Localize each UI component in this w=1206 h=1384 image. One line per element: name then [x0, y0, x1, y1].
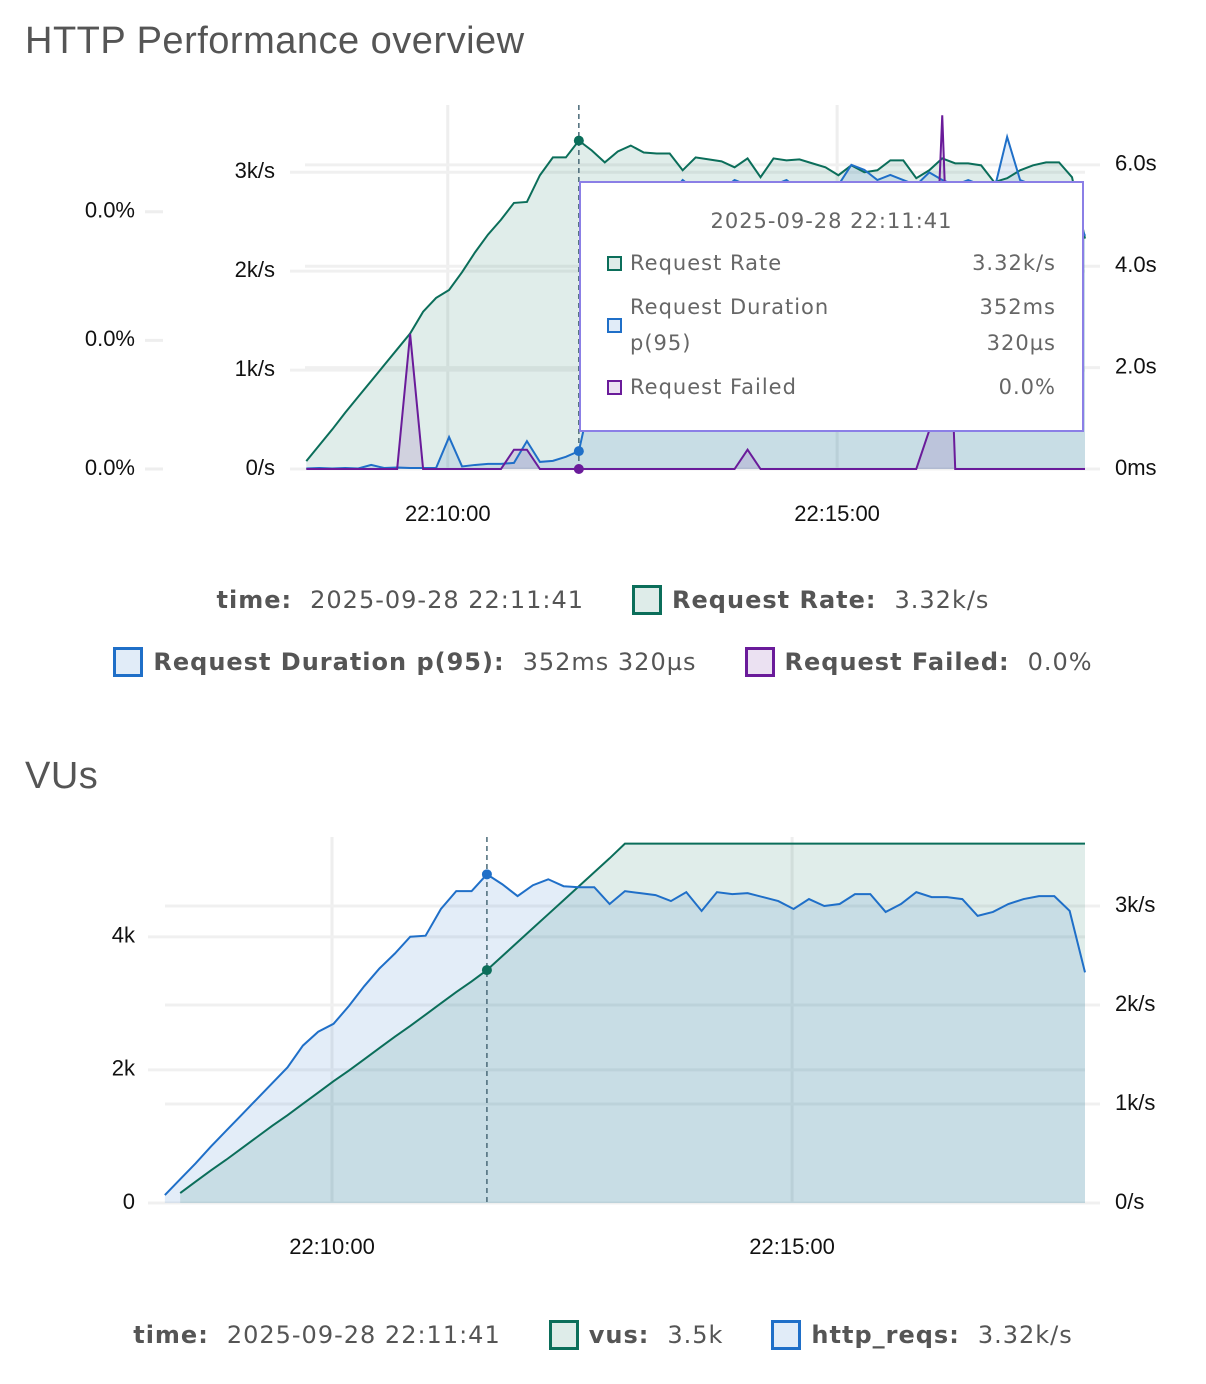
legend-item: Request Duration p(95) 352ms 320µs [113, 642, 696, 682]
series-line [179, 842, 1085, 1194]
tooltip-value: 0.0% [998, 375, 1056, 399]
legend: time 2025-09-28 22:11:41 vus 3.5k http_reqs 3… [73, 1315, 1133, 1355]
legend-item: Request Rate 3.32k/s [632, 580, 989, 620]
y-tick-label: 2k [112, 1056, 136, 1081]
legend-label: Request Rate [672, 580, 876, 620]
x-tick-label: 22:10:00 [289, 1234, 375, 1259]
legend-time: time 2025-09-28 22:11:41 [217, 580, 585, 620]
tooltip-row: Request Duration p(95) 352ms 320µs [581, 289, 1082, 361]
tooltip-swatch [607, 379, 622, 395]
series-line [306, 115, 1085, 470]
y-tick-label: 1k/s [1115, 1090, 1155, 1115]
series-line [164, 873, 1086, 1196]
tooltip-swatch [607, 317, 622, 333]
series-area [164, 874, 1085, 1203]
cursor-point [573, 446, 584, 457]
legend-value: 0.0% [1027, 648, 1093, 676]
y-tick-label: 0/s [1115, 1189, 1144, 1214]
cursor-point [573, 464, 584, 474]
cursor-point [481, 869, 492, 880]
chart-title: HTTP Performance overview [25, 20, 525, 62]
tooltip-swatch [607, 255, 622, 271]
x-tick-label: 22:10:00 [405, 501, 491, 526]
x-tick-label: 22:15:00 [794, 501, 880, 526]
y-tick-label: 0.0% [85, 326, 135, 351]
y-tick-label: 0 [123, 1189, 135, 1214]
legend-value: 2025-09-28 22:11:41 [310, 586, 585, 614]
legend-item: http_reqs 3.32k/s [771, 1315, 1072, 1355]
legend-label: http_reqs [811, 1315, 959, 1355]
cursor-point [573, 135, 584, 146]
legend-item: Request Failed 0.0% [744, 642, 1093, 682]
legend-swatch [771, 1320, 802, 1350]
cursor-point [481, 965, 492, 976]
tooltip: 2025-09-28 22:11:41 Request Rate 3.32k/s Re… [579, 181, 1084, 432]
tooltip-row: Request Rate 3.32k/s [581, 245, 1082, 281]
y-tick-label: 0/s [246, 455, 275, 480]
legend-value: 2025-09-28 22:11:41 [226, 1321, 501, 1349]
y-tick-label: 0.0% [85, 198, 135, 223]
tooltip-time: 2025-09-28 22:11:41 [710, 209, 953, 233]
y-tick-label: 6.0s [1115, 151, 1157, 176]
legend-swatch [548, 1320, 579, 1350]
legend-label: time [217, 580, 293, 620]
tooltip-value: 3.32k/s [972, 251, 1056, 275]
series-area [180, 843, 1085, 1203]
legend-label: vus [589, 1315, 650, 1355]
legend-swatch [744, 647, 775, 677]
tooltip-value: 352ms 320µs [979, 295, 1056, 355]
legend-label: Request Failed [785, 642, 1010, 682]
legend-item: vus 3.5k [548, 1315, 724, 1355]
tooltip-name: Request Rate [630, 251, 783, 275]
tooltip-name: Request Failed [630, 375, 797, 399]
y-tick-label: 2k/s [1115, 991, 1155, 1016]
y-tick-label: 1k/s [235, 356, 275, 381]
y-tick-label: 4k [112, 923, 136, 948]
y-tick-label: 0ms [1115, 455, 1157, 480]
legend-label: Request Duration p(95) [153, 642, 504, 682]
legend-value: 352ms 320µs [522, 648, 697, 676]
y-tick-label: 2.0s [1115, 353, 1157, 378]
y-tick-label: 3k/s [235, 158, 275, 183]
tooltip-row: Request Failed 0.0% [581, 369, 1082, 405]
legend-value: 3.5k [667, 1321, 724, 1349]
legend-time: time 2025-09-28 22:11:41 [133, 1315, 501, 1355]
y-tick-label: 2k/s [235, 257, 275, 282]
legend: time 2025-09-28 22:11:41 Request Rate 3.32k… [73, 580, 1133, 682]
y-tick-label: 4.0s [1115, 252, 1157, 277]
legend-value: 3.32k/s [977, 1321, 1073, 1349]
series-line [305, 139, 1086, 462]
x-tick-label: 22:15:00 [749, 1234, 835, 1259]
tooltip-name: Request Duration p(95) [630, 295, 830, 355]
y-tick-label: 0.0% [85, 455, 135, 480]
legend-swatch [632, 585, 663, 615]
legend-value: 3.32k/s [894, 586, 990, 614]
legend-label: time [133, 1315, 209, 1355]
legend-swatch [113, 647, 144, 677]
chart-title: VUs [25, 755, 99, 797]
y-tick-label: 3k/s [1115, 892, 1155, 917]
